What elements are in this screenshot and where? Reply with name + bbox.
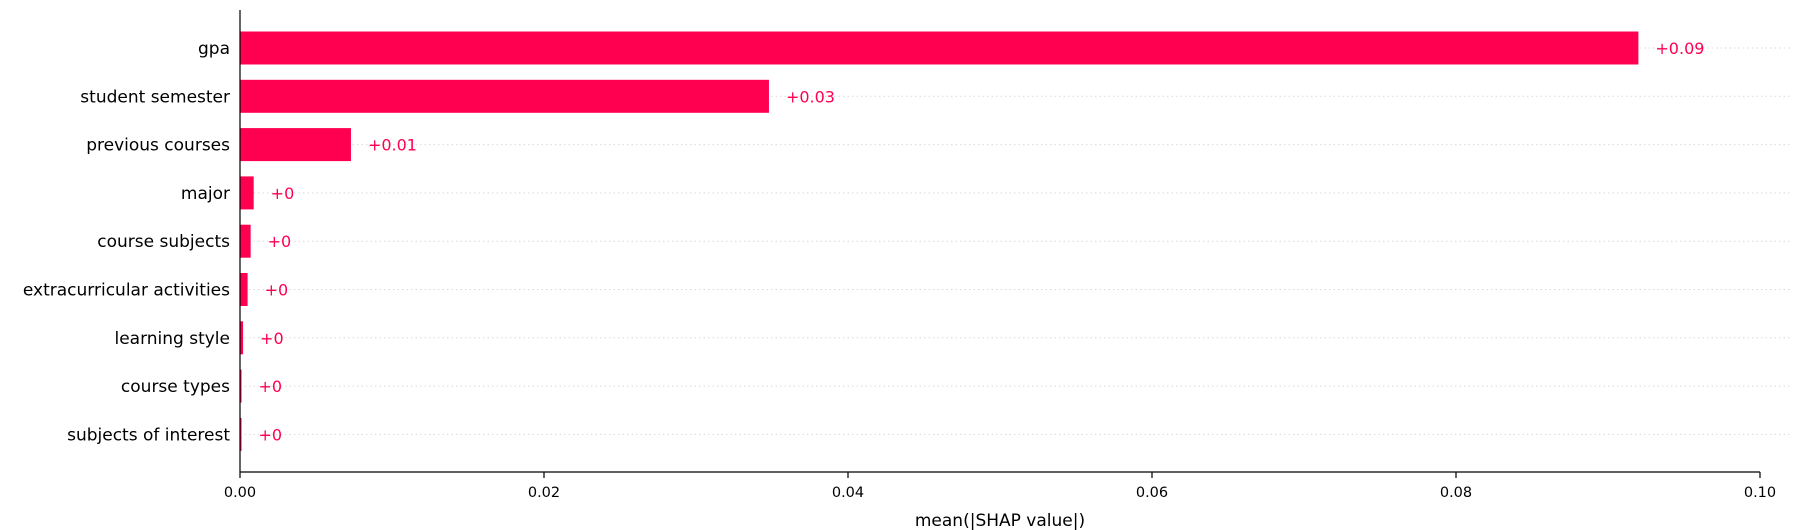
feature-label: course subjects — [97, 232, 230, 252]
x-tick-label: 0.06 — [1136, 485, 1168, 501]
feature-label: extracurricular activities — [23, 281, 230, 301]
value-label: +0.09 — [1655, 39, 1704, 58]
feature-labels: gpa student semester previous courses major… — [23, 39, 230, 445]
x-axis-title: mean(|SHAP value|) — [915, 511, 1085, 530]
bar — [240, 79, 769, 113]
bars — [240, 31, 1639, 451]
feature-label: learning style — [114, 329, 230, 349]
bar — [240, 369, 242, 403]
bar — [240, 176, 254, 210]
x-tick-label: 0.00 — [224, 485, 256, 501]
x-axis-ticks: 0.00 0.02 0.04 0.06 0.08 0.10 — [224, 472, 1776, 501]
feature-label: gpa — [198, 39, 230, 59]
value-label: +0 — [268, 232, 292, 251]
bar — [240, 273, 248, 306]
value-label: +0.01 — [368, 136, 417, 155]
bar — [240, 224, 251, 258]
x-tick-label: 0.10 — [1744, 485, 1776, 501]
bar — [240, 128, 351, 162]
value-label: +0 — [260, 329, 284, 348]
feature-label: subjects of interest — [67, 425, 230, 445]
feature-label: course types — [121, 377, 230, 397]
x-tick-label: 0.02 — [528, 485, 560, 501]
x-tick-label: 0.04 — [832, 485, 864, 501]
value-label: +0 — [265, 281, 289, 300]
feature-label: previous courses — [86, 136, 230, 156]
grid-lines — [240, 47, 1790, 435]
value-label: +0 — [259, 425, 283, 444]
value-labels: +0.09 +0.03 +0.01 +0 +0 +0 +0 +0 +0 — [259, 39, 1705, 444]
feature-label: major — [181, 184, 230, 204]
value-label: +0 — [259, 377, 283, 396]
feature-label: student semester — [80, 87, 230, 107]
bar — [240, 321, 244, 355]
value-label: +0.03 — [786, 87, 835, 106]
bar — [240, 31, 1639, 65]
value-label: +0 — [271, 184, 295, 203]
bar — [240, 417, 242, 451]
x-tick-label: 0.08 — [1440, 485, 1472, 501]
